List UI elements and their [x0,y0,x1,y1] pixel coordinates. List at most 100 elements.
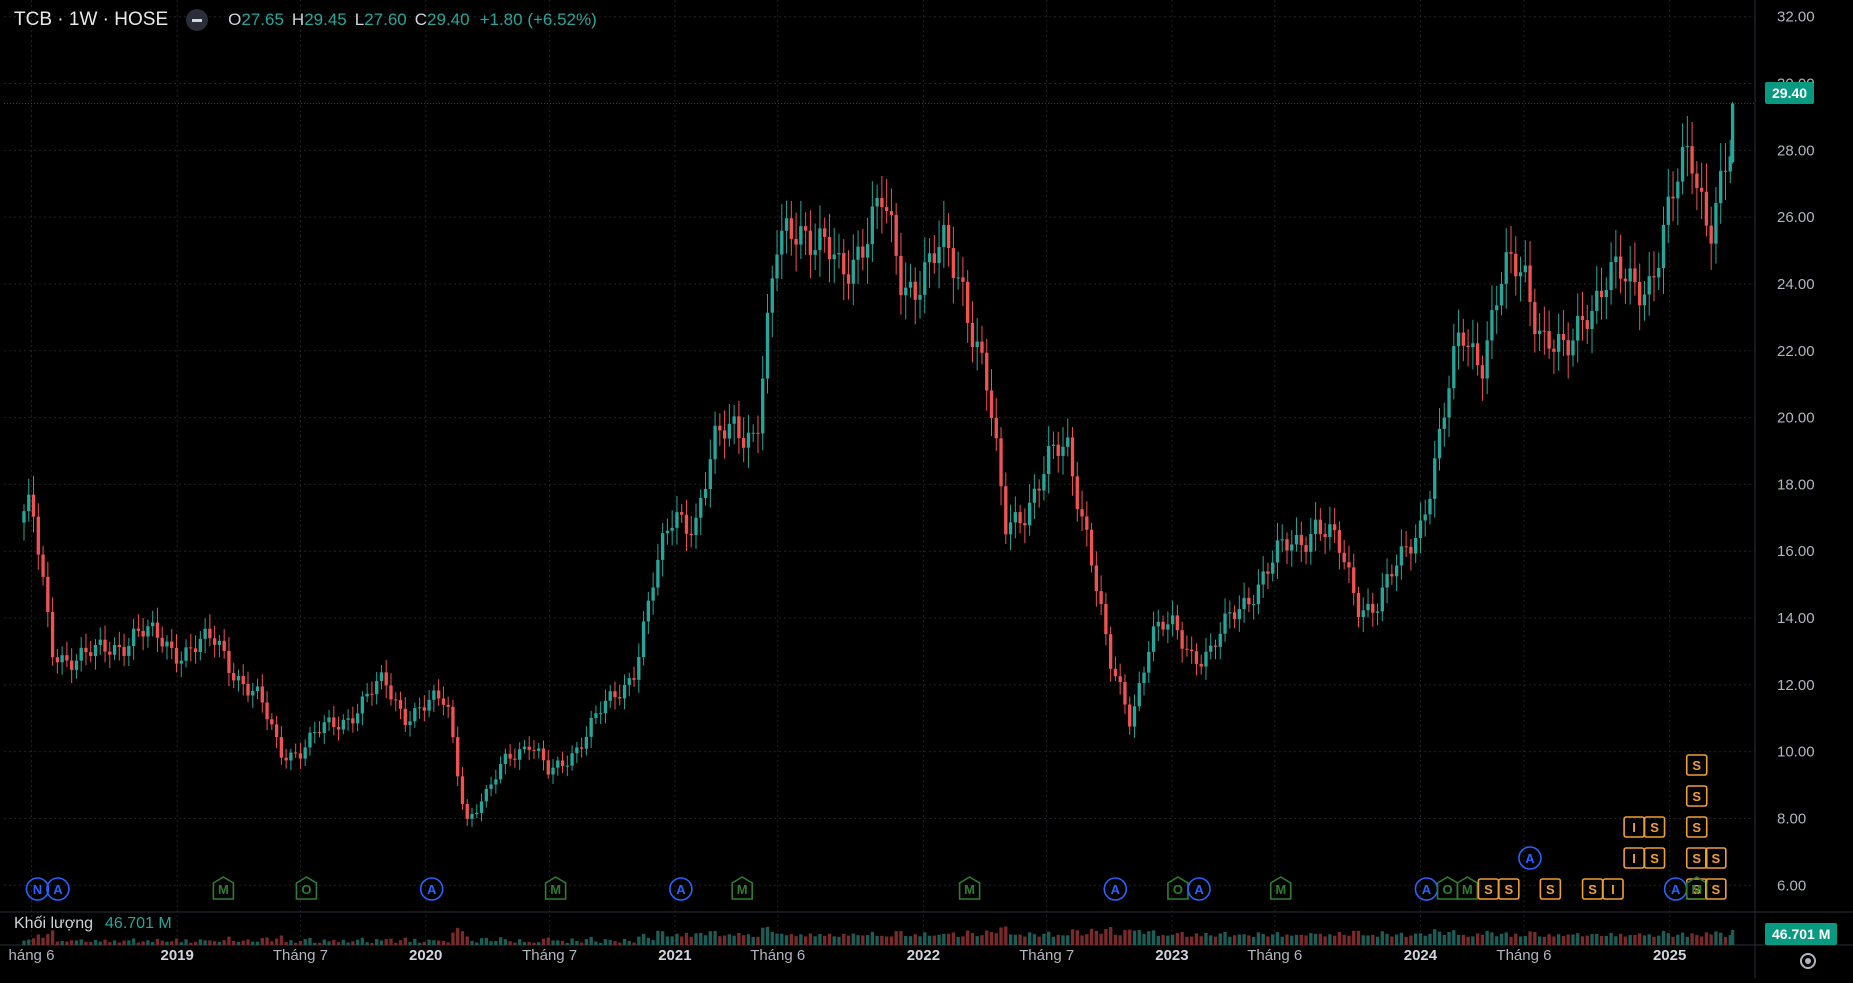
event-marker-m[interactable]: M [1456,876,1479,900]
price-tick-label: 24.00 [1777,276,1815,293]
volume-bar [880,935,884,945]
volume-bar [208,940,212,945]
event-marker-o[interactable]: O [1436,876,1459,900]
event-marker-a[interactable]: A [419,877,444,901]
candle-body [1518,272,1523,277]
volume-bar [851,933,855,945]
event-letter: A [1422,882,1432,897]
event-marker-o[interactable]: O [1167,876,1189,900]
event-marker-n[interactable]: N [25,877,50,901]
candle-body [112,644,117,655]
change-value: +1.80 (+6.52%) [479,10,597,29]
candle-body [503,753,508,765]
candle-body [203,628,207,639]
volume-bar [74,940,79,945]
volume-bar [193,942,198,945]
event-letter: S [1692,820,1701,835]
time-axis[interactable]: háng 6 2019 Tháng 7 2020 Tháng 7 2021 Tháng 6 2… [9,947,1687,964]
event-marker-i[interactable]: I [1623,847,1645,869]
event-marker-m[interactable]: M [544,876,567,900]
event-marker-s[interactable]: S [1477,878,1500,900]
volume-bar [1161,934,1165,945]
event-marker-s[interactable]: S [1705,878,1727,900]
candle-body [613,691,617,698]
event-marker-m[interactable]: M [958,876,981,900]
event-marker-s[interactable]: S [1498,878,1520,900]
volume-bar [1170,934,1175,945]
price-tick-label: 26.00 [1777,209,1815,226]
candle-body [832,254,836,260]
event-marker-m[interactable]: M [212,876,235,900]
event-marker-m[interactable]: M [1685,876,1708,900]
event-marker-a[interactable]: A [1518,846,1542,870]
event-marker-s[interactable]: S [1685,785,1708,807]
volume-bar [422,941,427,945]
event-marker-s[interactable]: S [1581,878,1604,900]
candle-body [1194,651,1199,664]
event-marker-a[interactable]: A [1414,877,1439,901]
volume-bar [494,940,498,945]
volume-bar [60,941,64,945]
collapse-toggle-icon[interactable] [186,9,209,31]
event-marker-i[interactable]: I [1623,816,1645,838]
volume-bar [718,936,722,945]
event-marker-m[interactable]: M [731,876,753,900]
candle-body [513,758,517,760]
event-marker-o[interactable]: O [295,876,318,900]
event-marker-i[interactable]: I [1602,878,1624,900]
volume-bar [93,939,98,945]
event-marker-s[interactable]: S [1685,754,1708,776]
volume-bar [1709,934,1713,945]
candle-body [904,287,908,296]
volume-value: 46.701 M [105,915,172,932]
event-marker-a[interactable]: A [669,877,693,901]
volume-bar [1185,936,1189,945]
event-marker-a[interactable]: A [46,877,70,901]
candle-body [232,672,236,681]
event-marker-a[interactable]: A [1187,877,1211,901]
event-marker-s[interactable]: S [1539,878,1562,900]
gear-icon[interactable] [1800,953,1816,969]
candle-body [1271,562,1275,574]
volume-bar [727,934,732,945]
volume-bar [980,935,984,945]
time-tick-label: Tháng 6 [750,947,805,964]
event-marker-a[interactable]: A [1103,877,1128,901]
volume-bar [846,935,851,945]
volume-bar [827,933,832,945]
price-axis[interactable]: 6.00 8.00 10.00 12.00 14.00 16.00 18.00 20.00 22… [1777,9,1815,895]
volume-bar [1147,931,1151,945]
candle-body [961,277,965,282]
candle-body [1299,535,1303,546]
event-box [1539,878,1562,900]
volume-bar [1695,935,1699,945]
volume-bar [1576,933,1580,945]
volume-bar [336,942,341,945]
event-marker-a[interactable]: A [1663,877,1688,901]
candle-body [1709,225,1713,244]
low-label: L [354,10,365,29]
candle-body [417,707,422,709]
event-marker-s[interactable]: S [1685,816,1708,838]
volume-bar [1280,936,1284,945]
symbol-title[interactable]: TCB · 1W · HOSE [14,9,169,30]
volume-label[interactable]: Khối lượng [14,915,94,932]
volume-bar [579,942,584,945]
volume-bar [1023,936,1027,945]
event-marker-s[interactable]: S [1643,816,1666,838]
event-marker-s[interactable]: S [1643,847,1666,869]
event-marker-m[interactable]: M [1269,876,1292,900]
close-value: 29.40 [427,10,470,29]
volume-bar [436,940,441,945]
candle-body [1018,512,1022,524]
event-marker-s[interactable]: S [1685,847,1708,869]
volume-bar [1475,933,1480,945]
candle-body [1576,315,1580,341]
candle-body [1537,330,1542,335]
volume-bar [775,933,779,945]
price-tick-label: 22.00 [1777,343,1815,360]
event-marker-s[interactable]: S [1705,847,1727,869]
